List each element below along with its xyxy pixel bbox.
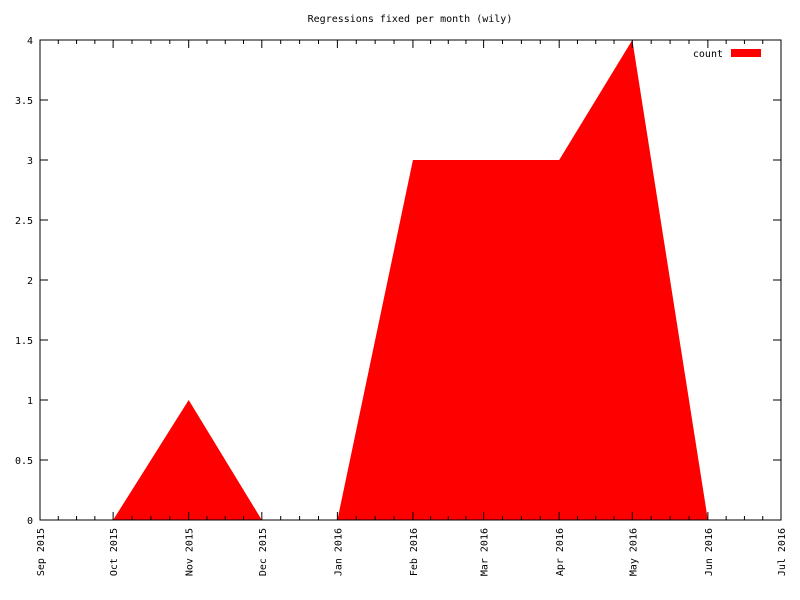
y-tick-label: 3.5: [15, 96, 33, 107]
legend-swatch: [731, 49, 761, 57]
y-tick-label: 1: [27, 396, 33, 407]
x-tick-label: Sep 2015: [36, 528, 47, 576]
legend-label: count: [693, 49, 723, 60]
y-tick-label: 3: [27, 156, 33, 167]
x-tick-label: Jul 2016: [777, 528, 788, 576]
y-tick-label: 2.5: [15, 216, 33, 227]
x-tick-label: Jan 2016: [333, 528, 344, 576]
y-tick-label: 4: [27, 36, 33, 47]
x-tick-label: Nov 2015: [185, 528, 196, 576]
x-tick-label: Mar 2016: [480, 528, 491, 576]
x-tick-label: Apr 2016: [555, 528, 566, 576]
x-tick-label: Feb 2016: [409, 528, 420, 576]
y-tick-label: 0.5: [15, 456, 33, 467]
y-tick-label: 1.5: [15, 336, 33, 347]
x-tick-label: Jun 2016: [704, 528, 715, 576]
x-tick-label: Oct 2015: [109, 528, 120, 576]
y-tick-label: 0: [27, 516, 33, 527]
x-tick-label: Dec 2015: [258, 528, 269, 576]
x-tick-label: May 2016: [628, 528, 639, 576]
chart-title: Regressions fixed per month (wily): [308, 14, 513, 25]
y-tick-label: 2: [27, 276, 33, 287]
area: [113, 40, 708, 520]
